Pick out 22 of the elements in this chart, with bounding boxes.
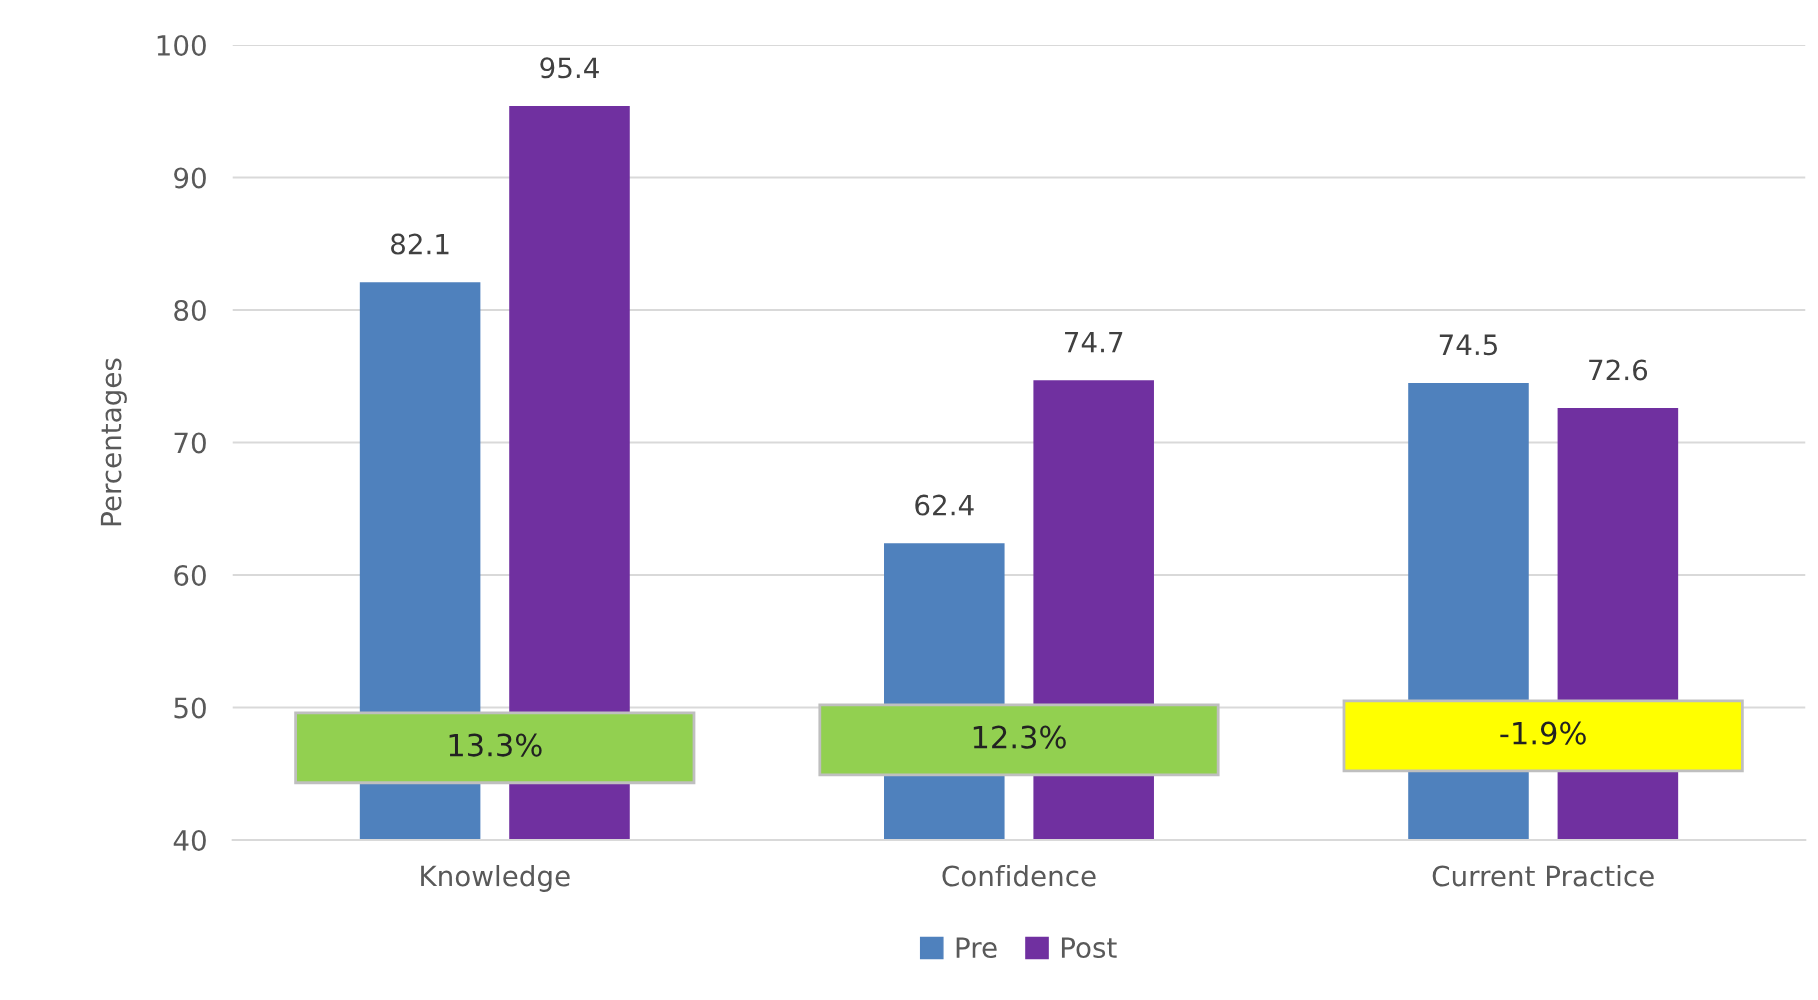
data-label: 95.4	[540, 57, 599, 79]
legend-label: Post	[1061, 937, 1117, 959]
x-tick-label: Knowledge	[421, 865, 570, 892]
data-label: 62.4	[915, 494, 974, 516]
y-tick-label: 40	[173, 829, 206, 851]
annotation: -1.9%	[1500, 721, 1586, 745]
annotation: 13.3%	[449, 733, 542, 757]
annotation: 12.3%	[973, 725, 1066, 749]
y-tick-label: 100	[157, 34, 206, 56]
y-tick-label: 60	[174, 564, 206, 586]
data-label: 82.1	[391, 233, 449, 255]
y-axis-title: Percentages	[100, 358, 127, 526]
legend-label: Pre	[956, 937, 997, 959]
data-label: 74.7	[1065, 331, 1123, 353]
x-tick-label: Current Practice	[1432, 865, 1654, 887]
y-tick-label: 80	[174, 299, 206, 321]
data-label: 72.6	[1589, 359, 1648, 381]
x-tick-label: Confidence	[942, 865, 1096, 887]
y-tick-label: 70	[174, 432, 206, 454]
y-tick-label: 90	[174, 167, 206, 189]
y-tick-label: 50	[174, 697, 206, 719]
data-label: 74.5	[1439, 334, 1497, 356]
